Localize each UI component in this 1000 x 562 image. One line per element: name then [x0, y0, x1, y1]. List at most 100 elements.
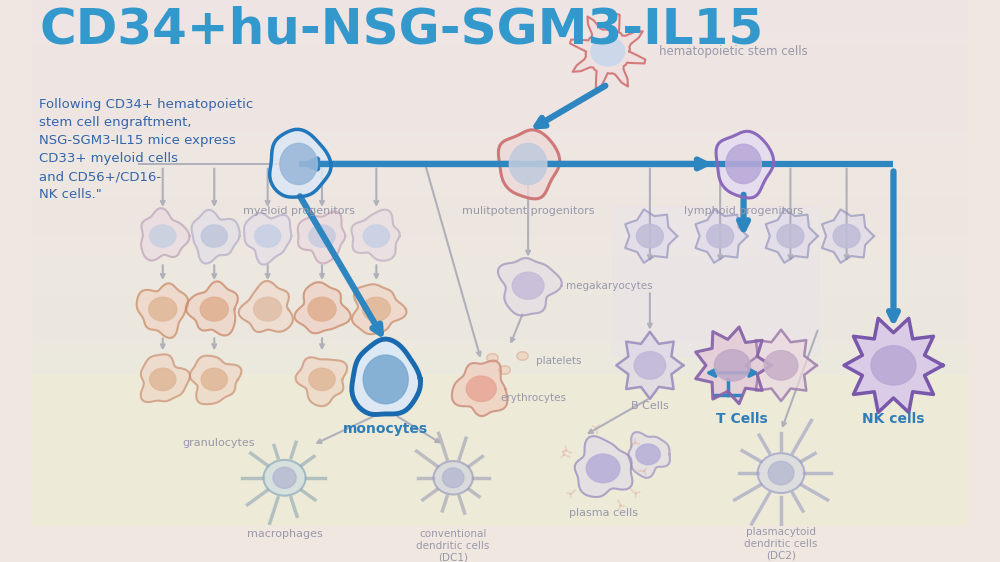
Bar [32, 243, 968, 251]
Bar [32, 349, 968, 356]
Bar [715, 206, 819, 356]
Ellipse shape [764, 351, 798, 380]
Bar [32, 408, 968, 415]
Bar [32, 224, 968, 232]
Ellipse shape [254, 297, 282, 321]
Bar [32, 263, 968, 271]
Text: hematopoietic stem cells: hematopoietic stem cells [659, 45, 808, 58]
Ellipse shape [833, 224, 860, 248]
Bar [32, 428, 968, 436]
Polygon shape [716, 132, 774, 198]
Bar [32, 447, 968, 455]
Polygon shape [352, 339, 421, 415]
Bar [32, 336, 968, 343]
Bar [32, 415, 968, 422]
Ellipse shape [263, 460, 306, 496]
Bar [32, 323, 968, 330]
Text: lymphoid progenitors: lymphoid progenitors [684, 206, 803, 216]
Ellipse shape [308, 297, 336, 321]
Polygon shape [616, 332, 683, 399]
Polygon shape [351, 210, 400, 261]
Bar [32, 158, 968, 165]
Bar [32, 342, 968, 350]
Bar [32, 369, 968, 376]
Bar [32, 39, 968, 47]
Ellipse shape [634, 352, 666, 379]
Text: conventional
dendritic cells
(DC1): conventional dendritic cells (DC1) [416, 529, 490, 562]
Bar [32, 520, 968, 527]
Ellipse shape [591, 37, 625, 66]
Ellipse shape [442, 468, 464, 488]
Ellipse shape [871, 346, 916, 385]
Ellipse shape [636, 224, 663, 248]
Polygon shape [498, 130, 560, 199]
Polygon shape [570, 14, 645, 89]
Ellipse shape [255, 225, 281, 247]
Bar [32, 401, 968, 409]
Ellipse shape [512, 272, 544, 300]
Bar [32, 375, 968, 383]
Text: T Cells: T Cells [716, 412, 768, 426]
Ellipse shape [150, 225, 176, 247]
Polygon shape [452, 361, 507, 416]
Bar [32, 493, 968, 501]
Ellipse shape [309, 225, 335, 247]
Bar [32, 204, 968, 211]
Bar [32, 257, 968, 264]
Text: B Cells: B Cells [631, 401, 669, 411]
Bar [32, 72, 968, 80]
Polygon shape [628, 432, 670, 478]
Bar [32, 125, 968, 133]
Ellipse shape [509, 143, 547, 184]
Ellipse shape [309, 368, 335, 391]
Text: Following CD34+ hematopoietic
stem cell engraftment,
NSG-SGM3-IL15 mice express
: Following CD34+ hematopoietic stem cell … [39, 98, 253, 201]
Ellipse shape [517, 352, 528, 360]
Bar [32, 165, 968, 172]
Polygon shape [244, 213, 291, 265]
Bar [32, 513, 968, 521]
Text: granulocytes: granulocytes [183, 438, 255, 448]
Bar [32, 178, 968, 185]
Bar [32, 171, 968, 179]
Bar [32, 329, 968, 337]
Ellipse shape [362, 297, 390, 321]
Ellipse shape [363, 355, 408, 404]
Bar [32, 79, 968, 87]
Ellipse shape [363, 225, 389, 247]
Bar [32, 362, 968, 369]
Bar [32, 59, 968, 67]
Bar [32, 441, 968, 448]
Text: myeloid progenitors: myeloid progenitors [243, 206, 355, 216]
Bar [32, 53, 968, 60]
Bar [32, 421, 968, 429]
Bar [32, 230, 968, 238]
Polygon shape [239, 281, 293, 332]
Polygon shape [695, 209, 748, 263]
Bar [32, 132, 968, 139]
Bar [32, 487, 968, 495]
Bar [32, 92, 968, 99]
Bar [32, 375, 968, 527]
Text: erythrocytes: erythrocytes [500, 393, 566, 403]
Text: mulitpotent progenitors: mulitpotent progenitors [462, 206, 594, 216]
Ellipse shape [280, 143, 317, 184]
Bar [32, 461, 968, 468]
Polygon shape [270, 129, 331, 197]
Bar [32, 217, 968, 225]
Polygon shape [295, 282, 351, 333]
Bar [32, 99, 968, 106]
Ellipse shape [466, 376, 496, 401]
Bar [32, 151, 968, 159]
Bar [32, 250, 968, 257]
Ellipse shape [768, 461, 794, 485]
Bar [612, 206, 715, 356]
Bar [32, 507, 968, 514]
Bar [32, 46, 968, 53]
Bar [32, 303, 968, 310]
Ellipse shape [201, 225, 227, 247]
Text: CD34+hu-NSG-SGM3-IL15: CD34+hu-NSG-SGM3-IL15 [39, 6, 763, 53]
Bar [32, 13, 968, 21]
Polygon shape [745, 330, 817, 401]
Ellipse shape [433, 461, 473, 495]
Ellipse shape [149, 297, 177, 321]
